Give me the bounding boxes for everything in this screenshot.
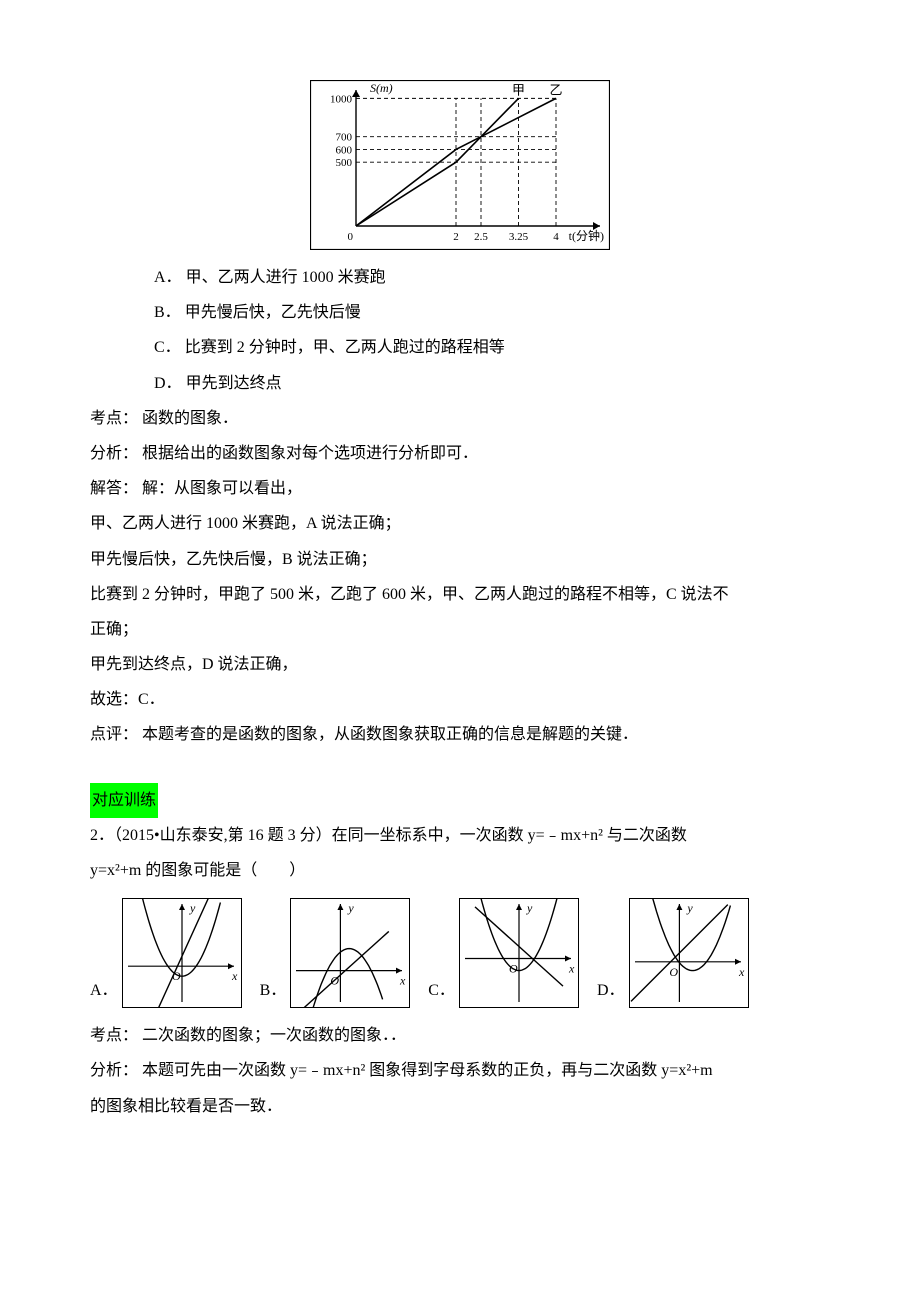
svg-text:x: x: [738, 965, 745, 979]
option-C: C． 比赛到 2 分钟时，甲、乙两人跑过的路程相等: [90, 330, 830, 365]
option-D: D． 甲先到达终点: [90, 366, 830, 401]
svg-text:y: y: [348, 901, 355, 915]
option-B-text: 甲先慢后快，乙先快后慢: [185, 304, 361, 321]
kaodian-line: 考点： 函数的图象．: [90, 401, 830, 436]
choice-B-label: B．: [260, 973, 287, 1008]
q2-kaodian: 考点： 二次函数的图象；一次函数的图象．．: [90, 1018, 830, 1053]
q2-line2: y=x²+m 的图象可能是（ ）: [90, 853, 830, 888]
race-graph: 500600700 1000 0 2 2.5 3.25 4 甲 乙 S(m) t(分钟): [90, 80, 830, 250]
option-A-text: 甲、乙两人进行 1000 米赛跑: [186, 269, 386, 286]
section-header: 对应训练: [90, 783, 830, 818]
option-A-label: A．: [154, 269, 182, 286]
q2-kaodian-text: 二次函数的图象；一次函数的图象．．: [142, 1027, 406, 1044]
svg-text:x: x: [231, 969, 238, 983]
svg-text:t(分钟): t(分钟): [569, 228, 604, 243]
svg-text:x: x: [399, 974, 406, 988]
choice-A-graph: xyO: [122, 898, 242, 1008]
line-4: 甲先到达终点，D 说法正确，: [90, 647, 830, 682]
line-5: 故选：C．: [90, 682, 830, 717]
svg-text:700: 700: [336, 132, 353, 144]
choice-D: D． x y O: [597, 898, 749, 1008]
choice-row: A． xyO B． xyO C． xyO D． xyO: [90, 898, 830, 1008]
option-C-label: C．: [154, 339, 181, 356]
q2-fenxi-text-a: 本题可先由一次函数 y=﹣mx+n² 图象得到字母系数的正负，再与二次函数 y=…: [142, 1062, 713, 1079]
svg-text:600: 600: [336, 144, 353, 156]
line-1: 甲、乙两人进行 1000 米赛跑，A 说法正确；: [90, 506, 830, 541]
dianping-label: 点评：: [90, 726, 138, 743]
q2-kaodian-label: 考点：: [90, 1027, 138, 1044]
jieda-label: 解答：: [90, 480, 138, 497]
kaodian-label: 考点：: [90, 410, 138, 427]
choice-A: A． xyO: [90, 898, 242, 1008]
q2-line1: 2．（2015•山东泰安,第 16 题 3 分）在同一坐标系中，一次函数 y=﹣…: [90, 818, 830, 853]
svg-text:1000: 1000: [330, 93, 353, 105]
svg-text:2.5: 2.5: [474, 231, 488, 243]
svg-text:y: y: [189, 901, 196, 915]
option-B-label: B．: [154, 304, 181, 321]
line-3a: 比赛到 2 分钟时，甲跑了 500 米，乙跑了 600 米，甲、乙两人跑过的路程…: [90, 577, 830, 612]
svg-text:4: 4: [553, 231, 559, 243]
svg-text:y: y: [526, 901, 533, 915]
svg-text:x: x: [568, 962, 575, 976]
fenxi-label: 分析：: [90, 445, 138, 462]
option-D-text: 甲先到达终点: [186, 375, 282, 392]
choice-B: B． xyO: [260, 898, 411, 1008]
dianping-text: 本题考查的是函数的图象，从函数图象获取正确的信息是解题的关键．: [142, 726, 638, 743]
choice-C-graph: xyO: [459, 898, 579, 1008]
choice-D-label: D．: [597, 973, 625, 1008]
q2-fenxi-b: 的图象相比较看是否一致．: [90, 1089, 830, 1124]
fenxi-line: 分析： 根据给出的函数图象对每个选项进行分析即可．: [90, 436, 830, 471]
jieda-line: 解答： 解：从图象可以看出，: [90, 471, 830, 506]
choice-C-label: C．: [428, 973, 455, 1008]
choice-D-graph: x y O: [629, 898, 749, 1008]
svg-text:2: 2: [453, 231, 459, 243]
choice-C: C． xyO: [428, 898, 579, 1008]
svg-text:y: y: [686, 901, 693, 915]
option-C-text: 比赛到 2 分钟时，甲、乙两人跑过的路程相等: [185, 339, 505, 356]
q2-fenxi-a: 分析： 本题可先由一次函数 y=﹣mx+n² 图象得到字母系数的正负，再与二次函…: [90, 1053, 830, 1088]
svg-text:乙: 乙: [549, 82, 562, 97]
section-label: 对应训练: [90, 783, 158, 818]
dianping-line: 点评： 本题考查的是函数的图象，从函数图象获取正确的信息是解题的关键．: [90, 717, 830, 752]
svg-text:O: O: [669, 965, 678, 979]
svg-text:甲: 甲: [512, 82, 525, 97]
q2-text1: 2．（2015•山东泰安,第 16 题 3 分）在同一坐标系中，一次函数 y=﹣…: [90, 827, 687, 844]
choice-B-graph: xyO: [290, 898, 410, 1008]
svg-text:500: 500: [336, 157, 353, 169]
jieda-text: 解：从图象可以看出，: [142, 480, 302, 497]
svg-text:0: 0: [348, 231, 354, 243]
option-B: B． 甲先慢后快，乙先快后慢: [90, 295, 830, 330]
option-D-label: D．: [154, 375, 182, 392]
fenxi-text: 根据给出的函数图象对每个选项进行分析即可．: [142, 445, 478, 462]
q2-fenxi-label: 分析：: [90, 1062, 138, 1079]
svg-text:S(m): S(m): [370, 81, 393, 95]
line-2: 甲先慢后快，乙先快后慢，B 说法正确；: [90, 542, 830, 577]
line-3b: 正确；: [90, 612, 830, 647]
option-A: A． 甲、乙两人进行 1000 米赛跑: [90, 260, 830, 295]
kaodian-text: 函数的图象．: [142, 410, 238, 427]
svg-text:3.25: 3.25: [509, 231, 529, 243]
race-svg: 500600700 1000 0 2 2.5 3.25 4 甲 乙 S(m) t(分钟): [310, 80, 610, 250]
choice-A-label: A．: [90, 973, 118, 1008]
